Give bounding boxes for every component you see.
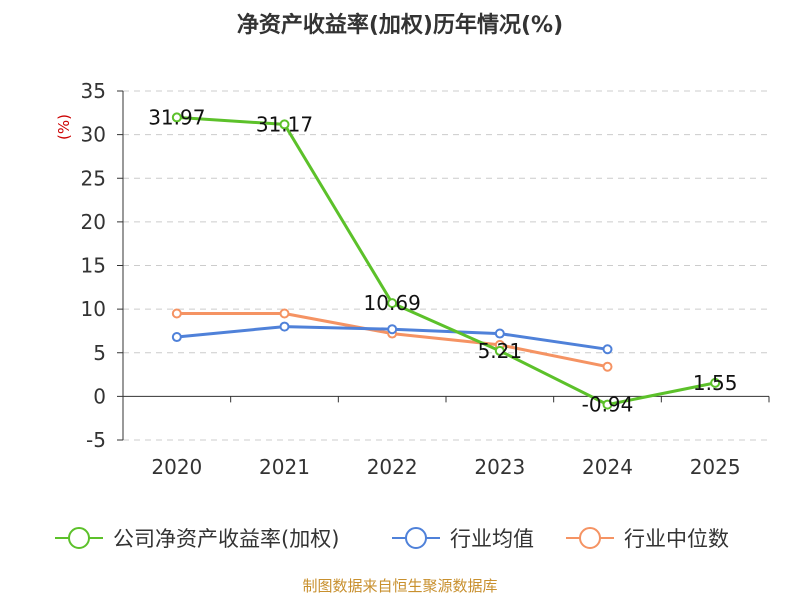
chart-title: 净资产收益率(加权)历年情况(%) <box>237 12 563 38</box>
y-tick-label: 30 <box>81 123 106 147</box>
series-lines <box>171 112 721 410</box>
data-label: 31.17 <box>256 112 313 136</box>
legend-label: 行业中位数 <box>624 527 729 551</box>
x-tick-label: 2020 <box>151 455 202 479</box>
legend-circle-icon <box>579 527 601 549</box>
data-point <box>387 298 398 309</box>
legend-label: 公司净资产收益率(加权) <box>113 527 339 551</box>
data-point <box>171 332 182 343</box>
y-tick-label: 15 <box>81 254 106 278</box>
data-point <box>279 119 290 130</box>
data-point <box>494 328 505 339</box>
y-tick-label: 20 <box>81 210 106 234</box>
y-tick-labels: -5 0 5 10 15 20 25 30 35 <box>81 79 106 452</box>
y-tick-label: 0 <box>93 384 106 408</box>
legend-item[interactable]: 行业均值 <box>392 527 534 551</box>
series-line <box>176 115 716 407</box>
grid-lines <box>123 90 769 441</box>
x-tick-label: 2023 <box>474 455 525 479</box>
data-label: 5.21 <box>478 339 523 363</box>
y-tick-label: -5 <box>86 428 106 452</box>
data-point <box>279 321 290 332</box>
x-tick-label: 2021 <box>259 455 310 479</box>
legend: 公司净资产收益率(加权) 行业均值 行业中位数 <box>55 527 729 551</box>
legend-circle-icon <box>405 527 427 549</box>
y-tick-label: 5 <box>93 341 106 365</box>
data-point <box>171 112 182 123</box>
legend-circle-icon <box>68 527 90 549</box>
legend-label: 行业均值 <box>450 527 534 551</box>
y-tick-label: 10 <box>81 297 106 321</box>
data-label: 10.69 <box>364 291 421 315</box>
y-tick-label: 35 <box>81 79 106 103</box>
legend-item[interactable]: 公司净资产收益率(加权) <box>55 527 339 551</box>
data-point <box>494 345 505 356</box>
data-labels: 31.97 31.17 10.69 5.21 -0.94 1.55 <box>148 105 737 416</box>
data-point <box>171 308 182 319</box>
data-point <box>279 308 290 319</box>
data-point <box>387 324 398 335</box>
data-label: 1.55 <box>693 371 738 395</box>
data-point <box>710 377 721 388</box>
y-tick-label: 25 <box>81 166 106 190</box>
x-tick-label: 2022 <box>367 455 418 479</box>
data-label: -0.94 <box>582 393 634 417</box>
data-label: 31.97 <box>148 105 205 129</box>
axes <box>117 90 770 441</box>
legend-item[interactable]: 行业中位数 <box>566 527 729 551</box>
x-tick-labels: 2020 2021 2022 2023 2024 2025 <box>151 455 740 479</box>
source-note: 制图数据来自恒生聚源数据库 <box>302 577 497 595</box>
data-point <box>602 361 613 372</box>
y-axis-unit-label: (%) <box>55 114 73 140</box>
data-point <box>602 399 613 410</box>
x-tick-label: 2024 <box>582 455 633 479</box>
x-tick-label: 2025 <box>690 455 741 479</box>
data-point <box>602 344 613 355</box>
